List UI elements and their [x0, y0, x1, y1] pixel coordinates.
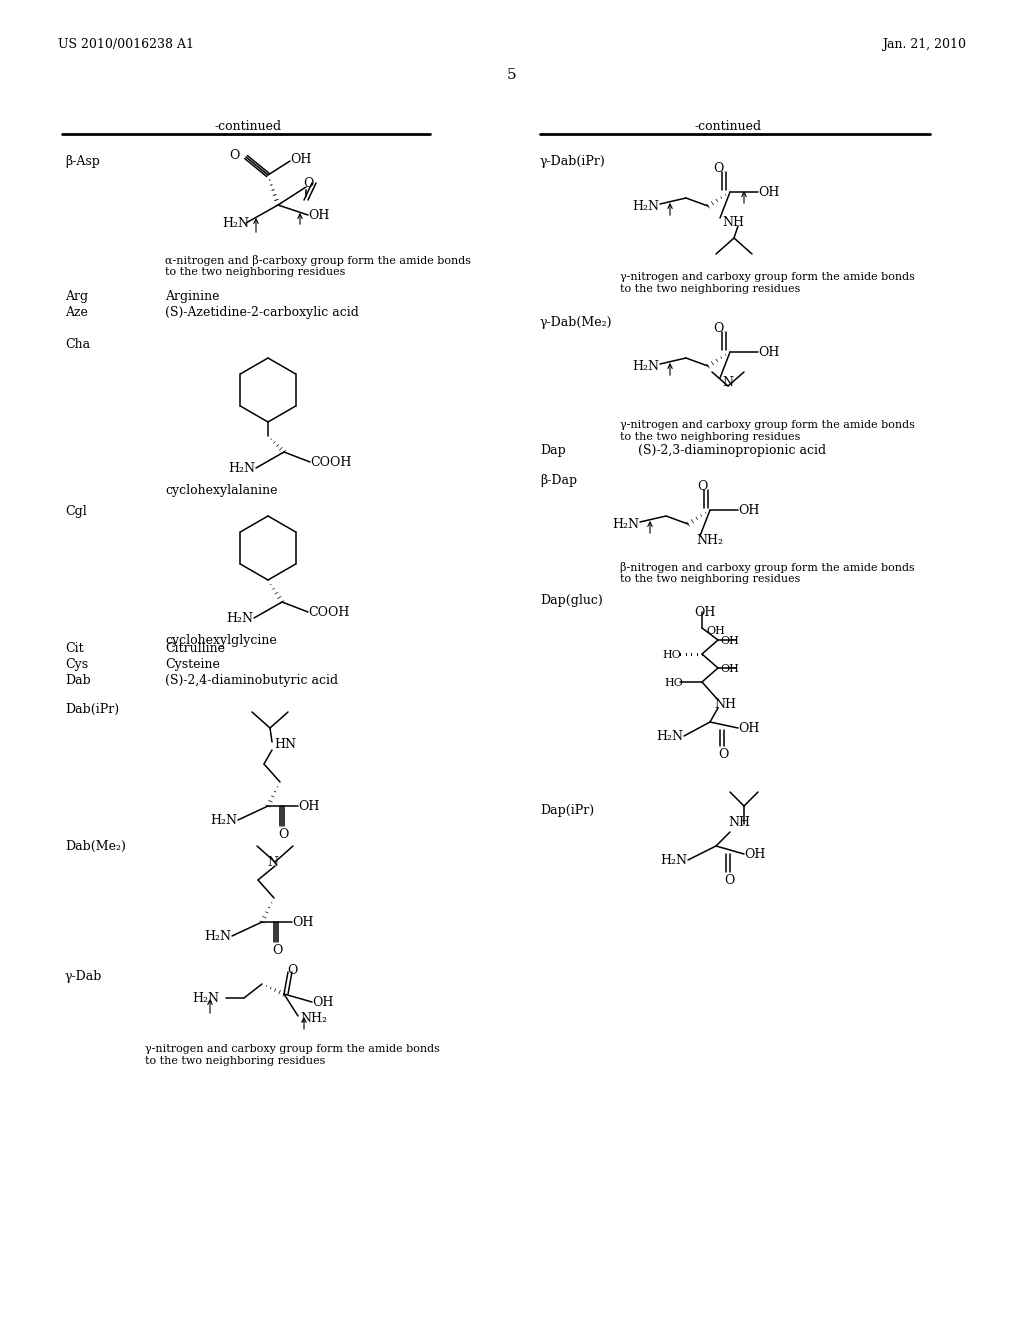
Text: OH: OH [738, 722, 760, 735]
Text: OH: OH [706, 626, 725, 636]
Text: HN: HN [274, 738, 296, 751]
Text: OH: OH [758, 346, 779, 359]
Text: H₂N: H₂N [632, 201, 659, 213]
Text: O: O [696, 480, 708, 492]
Text: Dap: Dap [540, 444, 565, 457]
Text: to the two neighboring residues: to the two neighboring residues [620, 432, 801, 442]
Text: Arg: Arg [65, 290, 88, 304]
Text: Dap(gluc): Dap(gluc) [540, 594, 603, 607]
Text: N: N [267, 855, 279, 869]
Text: OH: OH [744, 847, 765, 861]
Text: OH: OH [298, 800, 319, 813]
Text: NH: NH [722, 216, 744, 228]
Text: Dap(iPr): Dap(iPr) [540, 804, 594, 817]
Text: cyclohexylalanine: cyclohexylalanine [165, 484, 278, 498]
Text: H₂N: H₂N [612, 517, 639, 531]
Text: (S)-2,3-diaminopropionic acid: (S)-2,3-diaminopropionic acid [638, 444, 826, 457]
Text: γ-nitrogen and carboxy group form the amide bonds: γ-nitrogen and carboxy group form the am… [620, 420, 914, 430]
Text: Cgl: Cgl [65, 506, 87, 517]
Text: Dab(Me₂): Dab(Me₂) [65, 840, 126, 853]
Text: OH: OH [720, 664, 739, 675]
Text: to the two neighboring residues: to the two neighboring residues [620, 284, 801, 294]
Text: O: O [713, 162, 723, 176]
Text: Dab(iPr): Dab(iPr) [65, 704, 119, 715]
Text: OH: OH [694, 606, 716, 619]
Text: H₂N: H₂N [193, 993, 219, 1005]
Text: H₂N: H₂N [632, 360, 659, 374]
Text: to the two neighboring residues: to the two neighboring residues [620, 574, 801, 583]
Text: COOH: COOH [310, 455, 351, 469]
Text: -continued: -continued [694, 120, 762, 133]
Text: H₂N: H₂N [210, 814, 237, 828]
Text: 5: 5 [507, 69, 517, 82]
Text: γ-Dab(Me₂): γ-Dab(Me₂) [540, 315, 612, 329]
Text: H₂N: H₂N [228, 462, 255, 475]
Text: O: O [713, 322, 723, 335]
Text: Jan. 21, 2010: Jan. 21, 2010 [882, 38, 966, 51]
Text: H₂N: H₂N [660, 854, 687, 867]
Text: γ-nitrogen and carboxy group form the amide bonds: γ-nitrogen and carboxy group form the am… [620, 272, 914, 282]
Text: Citrulline: Citrulline [165, 642, 225, 655]
Text: NH: NH [728, 816, 750, 829]
Text: HO: HO [662, 649, 681, 660]
Text: O: O [287, 964, 297, 977]
Text: US 2010/0016238 A1: US 2010/0016238 A1 [58, 38, 194, 51]
Text: NH: NH [714, 698, 736, 711]
Text: OH: OH [312, 997, 334, 1008]
Text: (S)-2,4-diaminobutyric acid: (S)-2,4-diaminobutyric acid [165, 675, 338, 686]
Text: Cysteine: Cysteine [165, 657, 220, 671]
Text: Aze: Aze [65, 306, 88, 319]
Text: O: O [303, 177, 313, 190]
Text: Cha: Cha [65, 338, 90, 351]
Text: O: O [228, 149, 240, 162]
Text: Cit: Cit [65, 642, 84, 655]
Text: to the two neighboring residues: to the two neighboring residues [145, 1056, 326, 1067]
Text: H₂N: H₂N [204, 931, 231, 942]
Text: (S)-Azetidine-2-carboxylic acid: (S)-Azetidine-2-carboxylic acid [165, 306, 358, 319]
Text: β-Asp: β-Asp [65, 154, 100, 168]
Text: O: O [718, 748, 728, 762]
Text: β-nitrogen and carboxy group form the amide bonds: β-nitrogen and carboxy group form the am… [620, 562, 914, 573]
Text: OH: OH [738, 504, 760, 517]
Text: O: O [724, 874, 734, 887]
Text: α-nitrogen and β-carboxy group form the amide bonds: α-nitrogen and β-carboxy group form the … [165, 255, 471, 267]
Text: Dab: Dab [65, 675, 91, 686]
Text: β-Dap: β-Dap [540, 474, 578, 487]
Text: OH: OH [758, 186, 779, 199]
Text: OH: OH [290, 153, 311, 166]
Text: Cys: Cys [65, 657, 88, 671]
Text: O: O [278, 828, 289, 841]
Text: NH₂: NH₂ [300, 1012, 327, 1026]
Text: γ-Dab(iPr): γ-Dab(iPr) [540, 154, 606, 168]
Text: OH: OH [308, 209, 330, 222]
Text: γ-nitrogen and carboxy group form the amide bonds: γ-nitrogen and carboxy group form the am… [145, 1044, 440, 1053]
Text: γ-Dab: γ-Dab [65, 970, 102, 983]
Text: O: O [272, 944, 283, 957]
Text: Arginine: Arginine [165, 290, 219, 304]
Text: HO: HO [664, 678, 683, 688]
Text: H₂N: H₂N [226, 612, 253, 624]
Text: COOH: COOH [308, 606, 349, 619]
Text: N: N [722, 376, 733, 389]
Text: H₂N: H₂N [656, 730, 683, 743]
Text: OH: OH [292, 916, 313, 929]
Text: OH: OH [720, 636, 739, 645]
Text: -continued: -continued [214, 120, 282, 133]
Text: H₂N: H₂N [222, 216, 249, 230]
Text: cyclohexylglycine: cyclohexylglycine [165, 634, 276, 647]
Text: to the two neighboring residues: to the two neighboring residues [165, 267, 345, 277]
Text: NH₂: NH₂ [696, 535, 723, 546]
